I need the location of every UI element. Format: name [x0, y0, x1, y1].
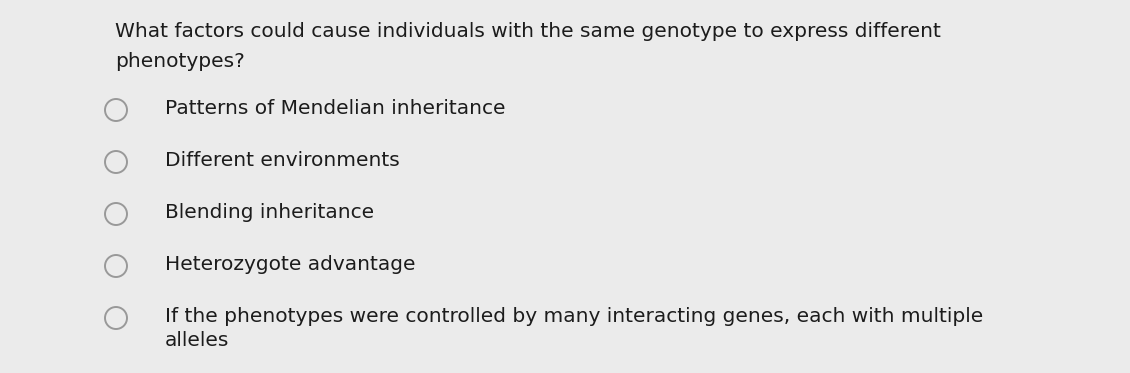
- Circle shape: [105, 151, 127, 173]
- Text: Patterns of Mendelian inheritance: Patterns of Mendelian inheritance: [165, 99, 505, 118]
- Text: What factors could cause individuals with the same genotype to express different: What factors could cause individuals wit…: [115, 22, 941, 41]
- Text: phenotypes?: phenotypes?: [115, 52, 245, 71]
- Circle shape: [105, 99, 127, 121]
- Text: Different environments: Different environments: [165, 151, 400, 170]
- Circle shape: [105, 307, 127, 329]
- Text: If the phenotypes were controlled by many interacting genes, each with multiple
: If the phenotypes were controlled by man…: [165, 307, 983, 350]
- Text: Blending inheritance: Blending inheritance: [165, 203, 374, 222]
- Circle shape: [105, 203, 127, 225]
- Circle shape: [105, 255, 127, 277]
- Text: Heterozygote advantage: Heterozygote advantage: [165, 255, 416, 274]
